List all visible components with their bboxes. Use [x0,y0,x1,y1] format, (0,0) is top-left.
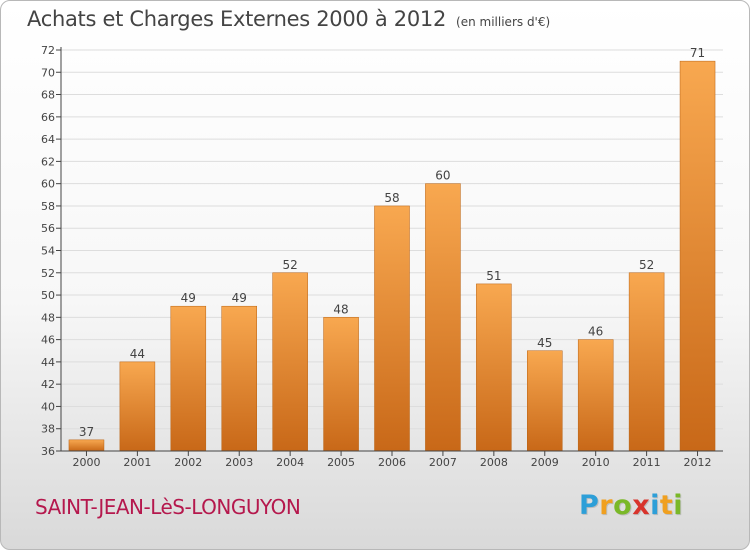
brand-letter: t [659,490,674,521]
x-tick-label: 2012 [684,456,712,469]
y-tick-label: 54 [41,245,55,258]
data-label: 44 [130,347,145,361]
data-label: 58 [384,191,399,205]
y-tick-label: 44 [41,356,55,369]
x-tick-label: 2011 [633,456,661,469]
data-label: 52 [283,258,298,272]
x-tick-label: 2002 [174,456,202,469]
labels: 36 38 40 42 44 46 48 50 52 54 56 58 60 62 64 66 68 70 72 20… [41,44,712,469]
y-tick-label: 36 [41,445,55,458]
brand-letter: r [599,490,614,521]
brand-letter: P [579,490,600,521]
bar-2005 [323,317,359,452]
y-tick-label: 70 [41,66,55,79]
x-tick-label: 2007 [429,456,457,469]
y-tick-label: 48 [41,311,55,324]
data-label: 52 [639,258,654,272]
y-tick-label: 40 [41,400,55,413]
axes [56,47,723,456]
y-tick-label: 60 [41,178,55,191]
bar-2002 [170,305,207,452]
x-tick-label: 2010 [582,456,610,469]
bar-2001 [119,361,156,452]
x-tick-label: 2008 [480,456,508,469]
bar-2009 [527,350,563,452]
bar-2012 [679,60,716,452]
y-tick-label: 42 [41,378,55,391]
bar-2011 [628,272,665,452]
brand-letter: i [673,490,684,521]
x-tick-label: 2009 [531,456,559,469]
y-tick-label: 68 [41,89,55,102]
data-label: 48 [333,302,348,316]
y-tick-label: 38 [41,423,55,436]
bars [68,60,716,452]
x-tick-label: 2000 [72,456,100,469]
bar-2007 [425,183,461,452]
chart-title-text: Achats et Charges Externes 2000 à 2012 [27,7,447,31]
y-tick-label: 72 [41,44,55,57]
y-tick-label: 62 [41,155,55,168]
brand-letter: x [632,490,651,521]
y-tick-label: 66 [41,111,55,124]
data-label: 60 [435,169,450,183]
brand-letter: o [613,490,633,521]
bar-2008 [476,283,512,452]
brand-letter: i [650,490,660,521]
x-tick-label: 2004 [276,456,304,469]
location-name: SAINT-JEAN-LèS-LONGUYON [35,495,301,519]
y-tick-label: 50 [41,289,55,302]
bar-2000 [68,439,105,452]
y-tick-label: 46 [41,334,55,347]
x-tick-label: 2001 [123,456,151,469]
chart-title: Achats et Charges Externes 2000 à 2012 (e… [27,7,550,31]
data-label: 49 [232,291,247,305]
data-label: 51 [486,269,501,283]
data-label: 46 [588,325,603,339]
data-label: 71 [690,46,705,60]
bar-2004 [272,272,308,452]
bar-2010 [577,339,614,452]
x-tick-label: 2005 [327,456,355,469]
y-tick-label: 58 [41,200,55,213]
data-label: 49 [181,291,196,305]
x-tick-label: 2003 [225,456,253,469]
bar-2006 [374,205,410,452]
y-tick-label: 64 [41,133,55,146]
chart-unit: (en milliers d'€) [456,15,551,29]
y-tick-label: 52 [41,267,55,280]
y-tick-label: 56 [41,222,55,235]
data-label: 37 [79,425,94,439]
bar-2003 [221,305,257,452]
data-label: 45 [537,336,552,350]
brand-logo: Proxiti [579,490,683,521]
x-tick-label: 2006 [378,456,406,469]
